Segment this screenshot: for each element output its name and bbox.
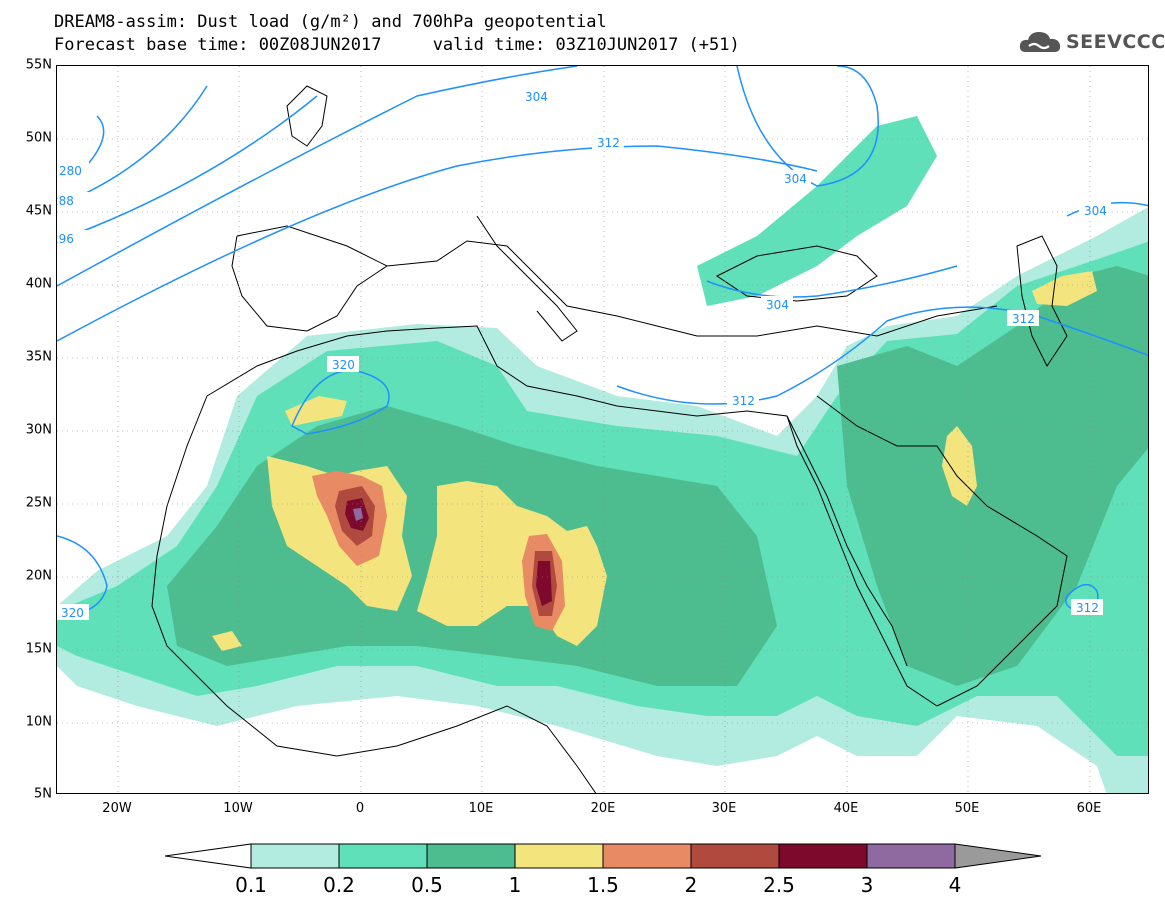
contour-label-bg [57, 230, 89, 246]
lat-label: 55N [25, 57, 52, 73]
contour-312-north [57, 145, 818, 342]
contour-label: 312 [1076, 601, 1099, 615]
colorbar-label: 4 [948, 873, 962, 897]
contour-304-east [736, 66, 879, 187]
lat-label: 40N [25, 276, 52, 292]
coast-caspian [1016, 235, 1068, 367]
contour-label: 312 [732, 394, 755, 408]
lat-label: 15N [25, 641, 52, 657]
colorbar-label: 0.1 [235, 873, 267, 897]
lat-label: 50N [25, 130, 52, 146]
map-title-line-2: Forecast base time: 00Z08JUN2017 valid t… [54, 35, 740, 55]
contour-labels: 304 312 304 280 288 296 304 304 312 320 … [57, 88, 1111, 620]
colorbar-label: 2 [684, 873, 698, 897]
lon-label: 30E [711, 801, 737, 816]
dust-shading [57, 116, 1148, 793]
lon-label: 20W [102, 801, 132, 816]
colorbar-label: 2.5 [763, 873, 795, 897]
map-title-line-1: DREAM8-assim: Dust load (g/m²) and 700hP… [54, 12, 607, 32]
contour-label: 312 [597, 136, 620, 150]
contour-288 [57, 85, 208, 207]
map-panel: 304 312 304 280 288 296 304 304 312 320 … [56, 65, 1149, 794]
lon-label: 50E [954, 801, 980, 816]
dust-region-yellow-morocco [285, 396, 347, 426]
lat-label: 30N [25, 422, 52, 438]
contour-label-bg [761, 296, 793, 312]
lon-label: 10W [223, 801, 253, 816]
contour-320 [291, 369, 390, 435]
contour-label: 304 [525, 90, 548, 104]
lon-label: 40E [833, 801, 859, 816]
colorbar-high-end [954, 843, 1042, 869]
colorbar-swatch [778, 843, 868, 869]
contour-label-bg [57, 192, 89, 208]
dust-region-yellow-caspian [1032, 271, 1097, 306]
lat-label: 5N [34, 786, 52, 802]
contour-label: 296 [57, 232, 74, 246]
lon-label: 60E [1076, 801, 1102, 816]
lon-label: 0 [355, 801, 365, 816]
colorbar-label: 0.2 [323, 873, 355, 897]
dust-region-maroon-chad [536, 561, 552, 606]
colorbar-label: 3 [860, 873, 874, 897]
contour-label: 304 [784, 172, 807, 186]
contour-label: 320 [332, 358, 355, 372]
contour-label-bg [1071, 599, 1103, 615]
colorbar-label: 1.5 [587, 873, 619, 897]
colorbar-swatch [514, 843, 604, 869]
colorbar-label: 0.5 [411, 873, 443, 897]
lat-label: 25N [25, 495, 52, 511]
contour-label: 288 [57, 194, 74, 208]
dust-region-dark-green-ukraine [697, 116, 937, 306]
colorbar-swatch [690, 843, 780, 869]
colorbar-low-end [165, 843, 252, 869]
lon-label: 10E [468, 801, 494, 816]
contour-label-bg [57, 162, 89, 178]
graticule [57, 66, 1148, 793]
contour-label-bg [57, 604, 89, 620]
dust-region-yellow-mali [212, 631, 242, 651]
colorbar-swatch [602, 843, 692, 869]
contour-label-bg [592, 134, 624, 150]
contour-label-bg [1079, 202, 1111, 218]
dust-load-map: 304 312 304 280 288 296 304 304 312 320 … [57, 66, 1148, 793]
logo-text: SEEVCCC [1066, 31, 1165, 53]
contour-label: 280 [59, 164, 82, 178]
contour-label-bg [779, 170, 811, 186]
colorbar-swatch [338, 843, 428, 869]
contour-312-mid [616, 306, 1148, 405]
colorbar-swatch [250, 843, 340, 869]
lat-label: 45N [25, 203, 52, 219]
contour-label-bg [727, 392, 759, 408]
seevccc-logo: SEEVCCC [1018, 28, 1165, 58]
lat-label: 10N [25, 714, 52, 730]
contour-label-bg [520, 88, 552, 104]
contour-label-bg [327, 356, 359, 372]
coast-europe-south [236, 225, 998, 337]
coast-iberia [231, 235, 388, 332]
dust-region-dark-green-east [837, 266, 1148, 686]
dust-region-purple-algeria [353, 508, 363, 521]
lat-label: 35N [25, 349, 52, 365]
coast-italy [476, 215, 578, 342]
color-legend [165, 843, 1042, 869]
lon-label: 20E [590, 801, 616, 816]
contour-label: 320 [61, 606, 84, 620]
coast-africa-west [151, 395, 597, 793]
contour-304-west [57, 66, 578, 287]
colorbar-swatch [866, 843, 956, 869]
contour-label: 304 [766, 298, 789, 312]
colorbar-label: 1 [508, 873, 522, 897]
contour-label: 304 [1084, 204, 1107, 218]
contour-304-mid [706, 265, 958, 298]
contour-label: 312 [1012, 312, 1035, 326]
contour-296 [57, 95, 318, 242]
cloud-icon [1019, 32, 1061, 52]
lat-label: 20N [25, 568, 52, 584]
colorbar-swatch [426, 843, 516, 869]
coast-britain [286, 85, 328, 147]
coast-arabia [816, 395, 1068, 707]
contour-label-bg [1007, 310, 1039, 326]
